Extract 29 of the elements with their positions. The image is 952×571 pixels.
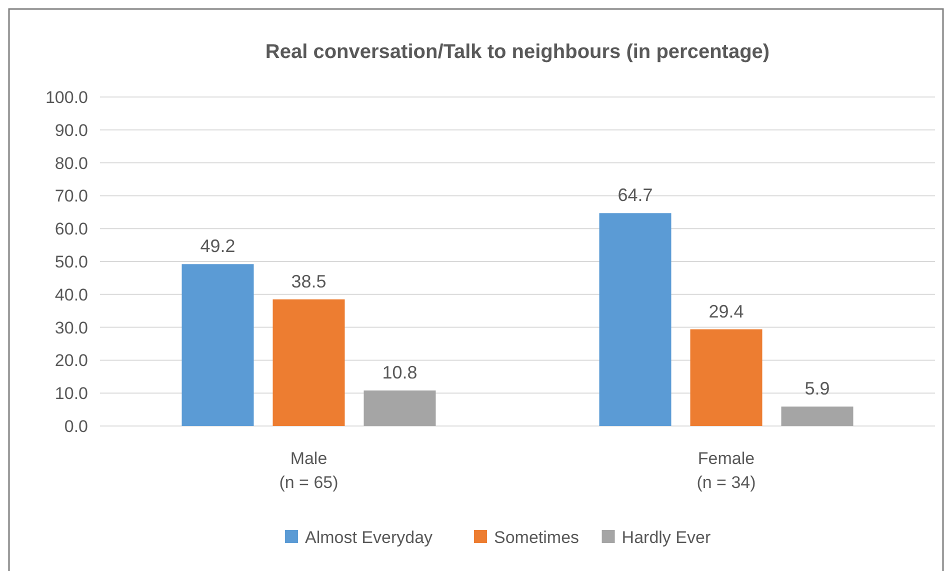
- y-tick-label: 40.0: [54, 285, 88, 304]
- data-label: 49.2: [200, 236, 236, 256]
- y-tick-label: 70.0: [54, 186, 88, 206]
- legend-label: Almost Everyday: [305, 528, 434, 547]
- bar: [690, 329, 762, 426]
- legend-label: Sometimes: [494, 528, 580, 547]
- data-label: 10.8: [382, 362, 418, 382]
- data-label: 64.7: [618, 185, 653, 206]
- legend-label: Hardly Ever: [622, 528, 711, 547]
- y-tick-label: 20.0: [54, 351, 88, 370]
- data-label: 29.4: [708, 301, 744, 322]
- y-tick-label: 80.0: [54, 154, 88, 173]
- y-tick-label: 50.0: [54, 252, 88, 272]
- bar: [272, 299, 345, 426]
- y-tick-label: 0.0: [64, 416, 88, 436]
- y-tick-label: 10.0: [54, 384, 88, 404]
- y-tick-label: 30.0: [54, 318, 88, 338]
- chart-title: Real conversation/Talk to neighbours (in percentage): [265, 41, 770, 63]
- bar: [364, 390, 436, 426]
- data-label: 38.5: [291, 271, 326, 292]
- x-tick-label: Male (n = 65): [279, 449, 338, 492]
- y-tick-label: 60.0: [54, 220, 88, 239]
- bar: [599, 213, 672, 426]
- bar: [781, 406, 854, 426]
- x-tick-label: Female (n = 34): [696, 449, 756, 492]
- y-tick-label: 90.0: [54, 120, 88, 140]
- bar: [182, 264, 254, 426]
- y-tick-label: 100.0: [45, 88, 88, 107]
- data-label: 5.9: [804, 378, 830, 399]
